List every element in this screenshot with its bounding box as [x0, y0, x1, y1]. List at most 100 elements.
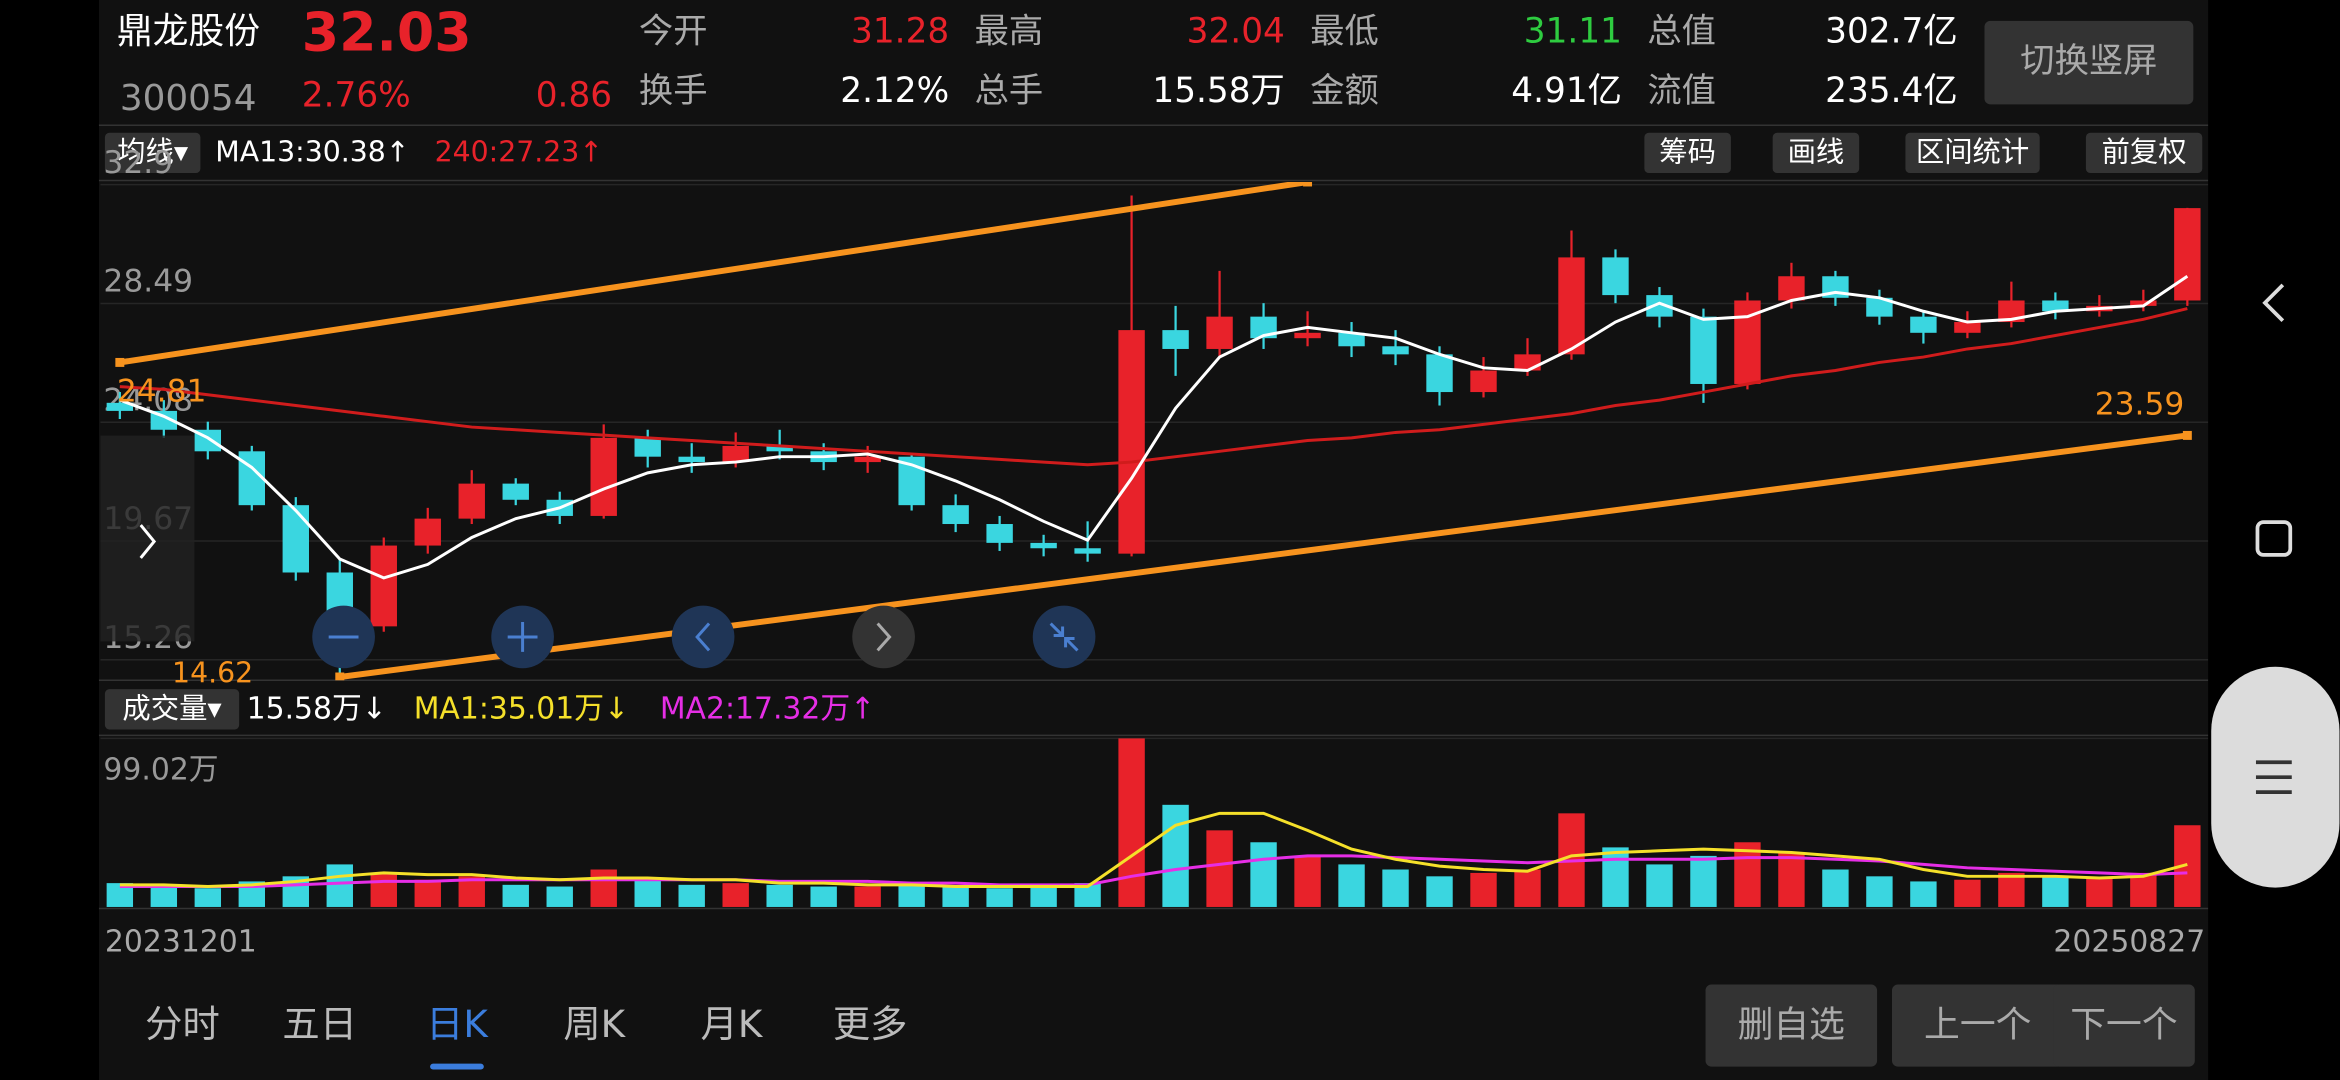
- candle-body: [458, 483, 485, 519]
- volume-bar: [766, 884, 793, 907]
- home-button[interactable]: [2255, 520, 2293, 557]
- menu-icon: [2255, 760, 2292, 794]
- action-button[interactable]: [2053, 984, 2195, 1067]
- candle-body: [986, 524, 1013, 543]
- candle-body: [1294, 332, 1321, 339]
- ma-line: [119, 811, 2188, 889]
- volume-bar: [2042, 876, 2069, 907]
- trend-handle: [115, 357, 125, 367]
- volume-bar: [326, 864, 353, 907]
- volume-bar: [1514, 869, 1541, 907]
- tab[interactable]: 更多: [833, 1002, 908, 1046]
- action-button-label: 上一个: [1924, 1004, 2031, 1045]
- candle-body: [1074, 548, 1101, 554]
- volume-bar: [1382, 869, 1409, 907]
- tab[interactable]: 日K: [426, 1002, 489, 1046]
- change: 0.86: [536, 75, 612, 115]
- volume-menu[interactable]: [104, 689, 240, 730]
- candle-body: [1206, 316, 1233, 349]
- candle-body: [722, 445, 749, 463]
- tab[interactable]: 月K: [701, 1002, 764, 1046]
- action-button[interactable]: [1891, 984, 2064, 1067]
- ma13-label: MA13:30.38↑: [215, 136, 409, 169]
- orientation-button-label: 切换竖屏: [2020, 41, 2157, 81]
- y-tick-label: 99.02万: [103, 753, 218, 788]
- shrink-icon: [1049, 622, 1079, 652]
- chart-controls: [100, 435, 1096, 669]
- volume-bar: [1206, 830, 1233, 907]
- trend-start-label: 14.62: [172, 656, 253, 689]
- tool-button[interactable]: [1905, 132, 2040, 174]
- ma-line: [119, 854, 2188, 889]
- candle-body: [1382, 346, 1409, 355]
- tool-button-label: 区间统计: [1916, 136, 2029, 169]
- volume-bar: [1646, 864, 1673, 907]
- stat-value: 31.28: [851, 11, 949, 51]
- tool-button-label: 画线: [1788, 136, 1845, 169]
- volume-chart: 99.02万: [100, 737, 2209, 907]
- candle-body: [942, 505, 969, 525]
- volume-bar: [1998, 872, 2025, 907]
- volume-bar: [2086, 878, 2113, 907]
- volume-bar: [1118, 738, 1145, 907]
- candle-body: [766, 445, 793, 452]
- action-button[interactable]: [1705, 984, 1878, 1067]
- candle-body: [1690, 316, 1717, 384]
- tool-button[interactable]: [1644, 132, 1731, 174]
- volume-bar: [986, 888, 1013, 907]
- annotation-label: 24.81: [117, 373, 207, 409]
- stat-value: 15.58万: [1152, 71, 1284, 111]
- reset-zoom[interactable]: [1032, 605, 1096, 669]
- candle-body: [1338, 332, 1365, 347]
- volume-current: 15.58万↓: [247, 692, 387, 727]
- volume-bar: [1690, 855, 1717, 907]
- volume-bar: [634, 879, 661, 907]
- candle-body: [2174, 208, 2201, 301]
- scroll-right[interactable]: [852, 605, 915, 669]
- side-panel-toggle[interactable]: [100, 435, 195, 642]
- orientation-button[interactable]: [1984, 20, 2194, 105]
- stat-label: 总手: [975, 71, 1044, 111]
- nav-bar: [2208, 0, 2340, 1080]
- stock-code: 300054: [120, 78, 257, 119]
- tool-button[interactable]: [1772, 132, 1860, 174]
- candle-body: [678, 456, 705, 463]
- stock-name: 鼎龙股份: [117, 11, 260, 52]
- stat-value: 235.4亿: [1825, 71, 1957, 111]
- stock-price: 32.03: [302, 0, 472, 63]
- stat-value: 4.91亿: [1511, 71, 1622, 111]
- candle-body: [1646, 295, 1673, 317]
- trend-line: [339, 432, 2188, 680]
- tab[interactable]: 分时: [145, 1002, 220, 1046]
- trend-end-label: 23.59: [2095, 387, 2185, 423]
- volume-bar: [942, 886, 969, 907]
- tab[interactable]: 五日: [282, 1002, 357, 1046]
- tool-button[interactable]: [2085, 132, 2203, 174]
- volume-bar: [2130, 872, 2157, 907]
- ma-line: [119, 275, 2189, 580]
- candle-body: [1558, 257, 1585, 355]
- trend-handle: [1303, 181, 1313, 187]
- back-button[interactable]: [2262, 283, 2285, 323]
- stat-label: 最低: [1310, 11, 1379, 51]
- tab[interactable]: 周K: [563, 1002, 626, 1046]
- candle-body: [1910, 316, 1937, 333]
- stat-value: 2.12%: [840, 71, 949, 111]
- volume-bar: [194, 888, 222, 907]
- ma-menu[interactable]: [104, 132, 201, 174]
- trend-handle: [2182, 430, 2192, 440]
- volume-bar: [678, 884, 705, 907]
- candle-body: [2042, 300, 2069, 312]
- volume-bar: [1866, 876, 1893, 907]
- plot: [106, 181, 2201, 681]
- candle-body: [590, 437, 617, 516]
- volume-bar: [150, 886, 178, 907]
- scroll-left[interactable]: [671, 605, 735, 669]
- volume-bar: [370, 872, 397, 907]
- stat-label: 总值: [1647, 11, 1716, 51]
- start-date: 20231201: [105, 924, 257, 959]
- ma-line: [119, 307, 2188, 467]
- ma-menu-label: 均线▾: [117, 136, 189, 169]
- stat-label: 换手: [639, 71, 708, 111]
